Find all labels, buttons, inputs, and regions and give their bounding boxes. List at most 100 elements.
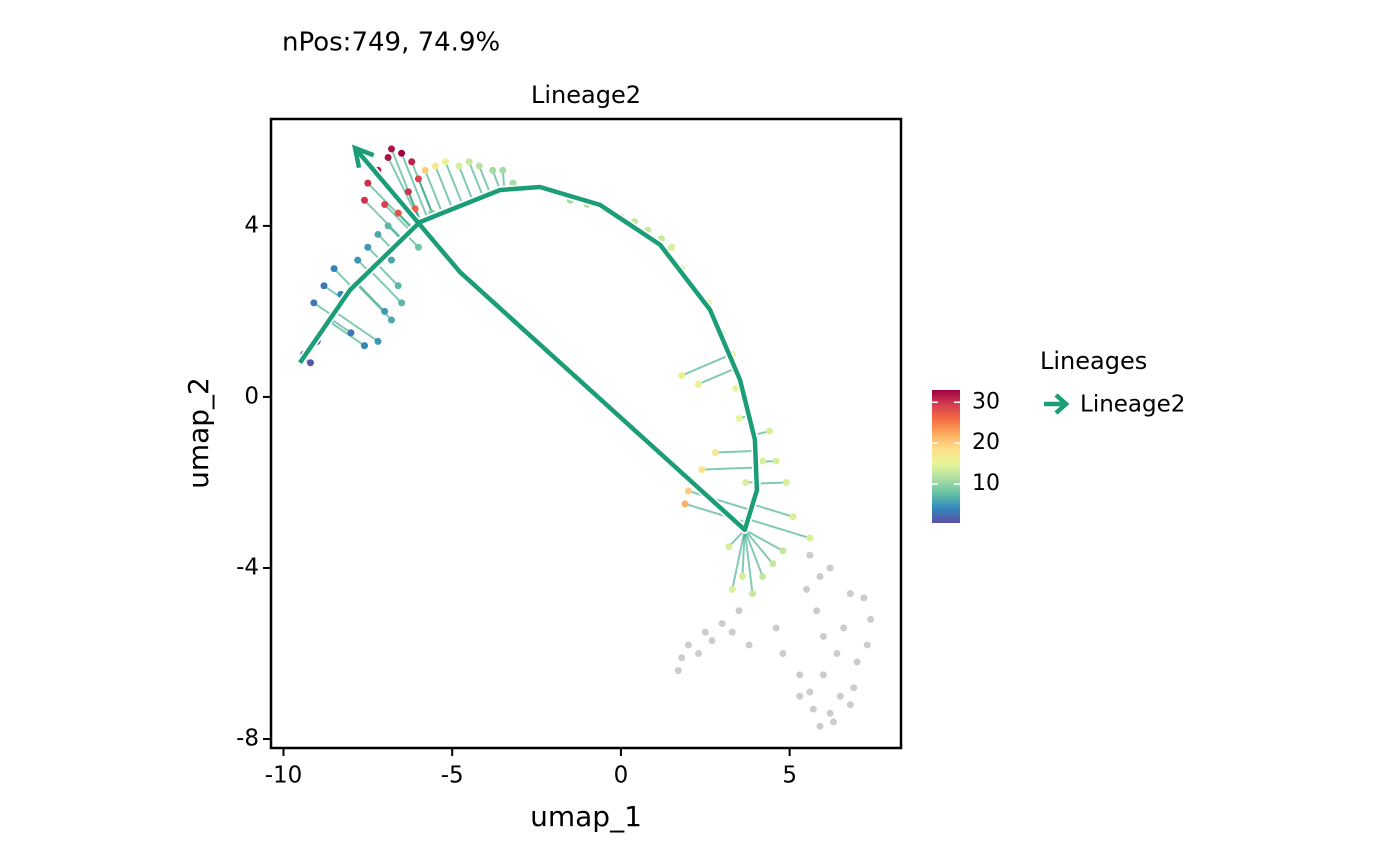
point — [779, 650, 787, 658]
point — [408, 158, 416, 166]
point — [431, 162, 439, 170]
projection-line — [743, 529, 774, 565]
point — [816, 722, 824, 730]
point — [455, 162, 463, 170]
point — [826, 564, 834, 572]
point — [735, 607, 743, 615]
point — [387, 145, 395, 153]
point — [759, 457, 767, 465]
lineage-curve — [298, 146, 760, 533]
point — [374, 230, 382, 238]
point — [738, 573, 746, 581]
x-tick-label: 5 — [782, 763, 797, 789]
x-tick-label: -5 — [441, 763, 464, 789]
point — [414, 243, 422, 251]
legend-key — [1044, 393, 1070, 415]
point — [684, 487, 692, 495]
point — [846, 701, 854, 709]
panel-title: Lineage2 — [531, 81, 641, 109]
projection-line — [424, 169, 444, 214]
point — [840, 624, 848, 632]
point — [728, 628, 736, 636]
projection-line — [356, 282, 386, 313]
point — [732, 384, 740, 392]
point — [695, 380, 703, 388]
projection-line — [444, 161, 464, 206]
projection-line — [698, 367, 736, 386]
point — [735, 414, 743, 422]
point — [398, 299, 406, 307]
point — [846, 590, 854, 598]
point — [387, 316, 395, 324]
point — [414, 175, 422, 183]
point — [674, 667, 682, 675]
point — [816, 573, 824, 581]
point — [398, 149, 406, 157]
y-tick-label: -4 — [236, 554, 259, 580]
point — [803, 585, 811, 593]
point — [867, 615, 875, 623]
point — [728, 585, 736, 593]
point — [796, 671, 804, 679]
plot-area — [296, 144, 875, 730]
projection-line — [744, 529, 784, 552]
point — [718, 620, 726, 628]
point — [806, 534, 814, 542]
point — [306, 359, 314, 367]
point — [789, 513, 797, 521]
point — [330, 265, 338, 273]
projection-line — [747, 518, 811, 540]
point — [806, 551, 814, 559]
point — [819, 671, 827, 679]
point — [863, 641, 871, 649]
projection-line — [752, 503, 794, 518]
projection-line — [363, 199, 404, 240]
point — [678, 654, 686, 662]
legend-label: Lineage2 — [1080, 392, 1185, 418]
projection-line — [333, 267, 354, 289]
projection-line — [743, 529, 764, 577]
projection-line — [743, 529, 754, 594]
projection-line — [701, 466, 757, 471]
point — [354, 256, 362, 264]
point — [360, 342, 368, 350]
point — [441, 158, 449, 166]
point — [698, 466, 706, 474]
point — [404, 188, 412, 196]
projection-line — [384, 203, 412, 232]
point — [836, 692, 844, 700]
point — [813, 607, 821, 615]
point — [782, 478, 790, 486]
point — [387, 256, 395, 264]
colorbar-tick-label: 20 — [972, 430, 1000, 455]
point — [779, 547, 787, 555]
x-tick-label: -10 — [265, 763, 303, 789]
projection-line — [468, 161, 484, 198]
point — [394, 209, 402, 217]
projection-line — [328, 320, 366, 347]
legend-title: Lineages — [1040, 347, 1147, 375]
projection-line — [741, 529, 746, 577]
projection-line — [400, 152, 429, 220]
point — [384, 222, 392, 230]
point — [809, 705, 817, 713]
projection-line — [688, 490, 752, 512]
point — [806, 688, 814, 696]
x-axis-label: umap_1 — [530, 800, 642, 833]
point — [695, 650, 703, 658]
point — [701, 628, 709, 636]
point — [684, 641, 692, 649]
point — [381, 307, 389, 315]
point — [860, 594, 868, 602]
y-axis-label: umap_2 — [182, 377, 215, 489]
lineage-arrowhead — [351, 144, 375, 169]
x-tick-label: 0 — [614, 763, 629, 789]
point — [347, 329, 355, 337]
point — [765, 427, 773, 435]
point — [796, 692, 804, 700]
point — [708, 637, 716, 645]
point — [310, 299, 318, 307]
point — [772, 624, 780, 632]
y-tick-label: 0 — [244, 383, 259, 409]
